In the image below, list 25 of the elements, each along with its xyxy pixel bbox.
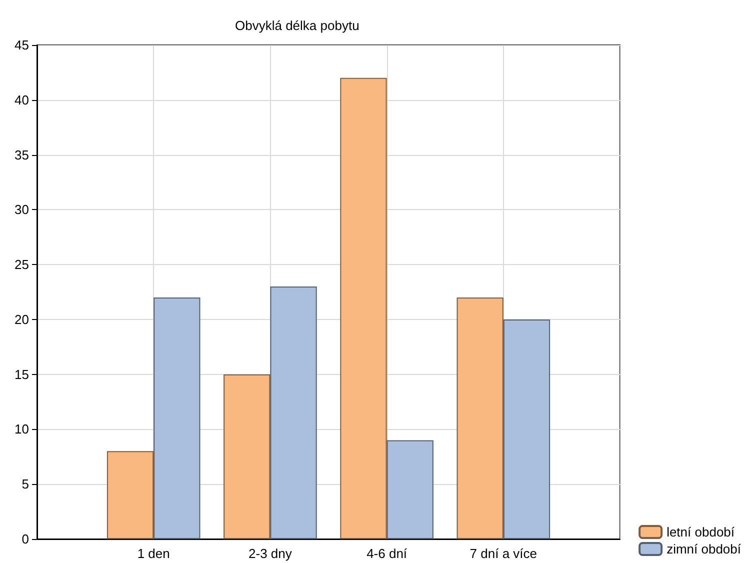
bar	[154, 297, 200, 539]
x-tick-label: 4-6 dní	[366, 546, 408, 561]
y-tick-label: 40	[14, 92, 29, 108]
bar	[386, 440, 434, 539]
chart-title: Obvyklá délka pobytu	[235, 18, 360, 33]
bar	[106, 451, 154, 539]
y-tick-label: 20	[14, 312, 29, 327]
bar	[224, 374, 270, 539]
y-tick-label: 45	[14, 38, 29, 52]
y-tick-label: 35	[14, 147, 29, 162]
legend-label: zimní období	[666, 542, 742, 556]
y-tick-label: 5	[22, 476, 29, 492]
y-tick-label: 10	[14, 422, 29, 437]
bar	[270, 286, 317, 539]
bar	[503, 319, 550, 539]
x-tick-label: 1 den	[137, 546, 170, 561]
x-tick-label: 2-3 dny	[248, 546, 292, 561]
y-tick-label: 25	[14, 257, 29, 272]
y-tick-label: 0	[22, 532, 29, 546]
legend-label: letní období	[666, 524, 735, 540]
bar	[456, 297, 504, 539]
x-tick-label: 7 dní a více	[470, 546, 538, 561]
bar	[340, 78, 387, 539]
y-tick-label: 30	[14, 202, 29, 218]
y-tick-label: 15	[14, 366, 29, 382]
